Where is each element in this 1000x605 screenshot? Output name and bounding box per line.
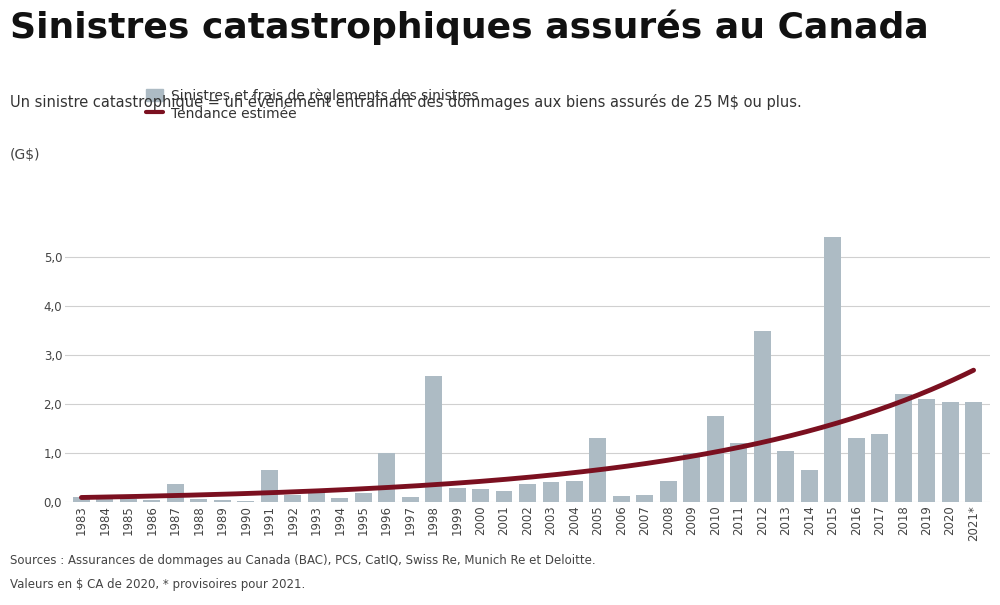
Bar — [730, 443, 747, 502]
Text: Sources : Assurances de dommages au Canada (BAC), PCS, CatIQ, Swiss Re, Munich R: Sources : Assurances de dommages au Cana… — [10, 554, 596, 566]
Bar — [965, 402, 982, 502]
Bar — [214, 500, 231, 502]
Bar — [777, 451, 794, 502]
Bar — [566, 481, 583, 502]
Bar — [543, 482, 559, 502]
Bar — [120, 499, 137, 502]
Bar — [660, 481, 677, 502]
Bar — [519, 483, 536, 502]
Bar — [167, 483, 184, 502]
Text: Valeurs en $ CA de 2020, * provisoires pour 2021.: Valeurs en $ CA de 2020, * provisoires p… — [10, 578, 305, 590]
Bar — [754, 330, 771, 502]
Bar — [824, 237, 841, 502]
Bar — [918, 399, 935, 502]
Bar — [96, 497, 113, 502]
Text: (G$): (G$) — [10, 148, 40, 162]
Bar — [613, 495, 630, 502]
Bar — [261, 470, 278, 502]
Bar — [683, 453, 700, 502]
Bar — [308, 489, 325, 502]
Bar — [425, 376, 442, 502]
Bar — [589, 439, 606, 502]
Bar — [871, 434, 888, 502]
Bar — [355, 493, 372, 502]
Bar — [496, 491, 512, 502]
Bar — [801, 470, 818, 502]
Bar — [449, 488, 466, 502]
Bar — [378, 453, 395, 502]
Bar — [73, 497, 90, 502]
Bar — [942, 402, 959, 502]
Bar — [237, 501, 254, 502]
Bar — [707, 416, 724, 502]
Bar — [895, 394, 912, 502]
Bar — [284, 495, 301, 502]
Bar — [331, 499, 348, 502]
Text: Un sinistre catastrophique = un événement entraînant des dommages aux biens assu: Un sinistre catastrophique = un événemen… — [10, 94, 802, 110]
Bar — [190, 499, 207, 502]
Bar — [143, 500, 160, 502]
Legend: Sinistres et frais de règlements des sinistres, Tendance estimée: Sinistres et frais de règlements des sin… — [146, 88, 478, 121]
Bar — [848, 439, 865, 502]
Bar — [636, 495, 653, 502]
Bar — [472, 489, 489, 502]
Text: Sinistres catastrophiques assurés au Canada: Sinistres catastrophiques assurés au Can… — [10, 9, 929, 45]
Bar — [402, 497, 419, 502]
